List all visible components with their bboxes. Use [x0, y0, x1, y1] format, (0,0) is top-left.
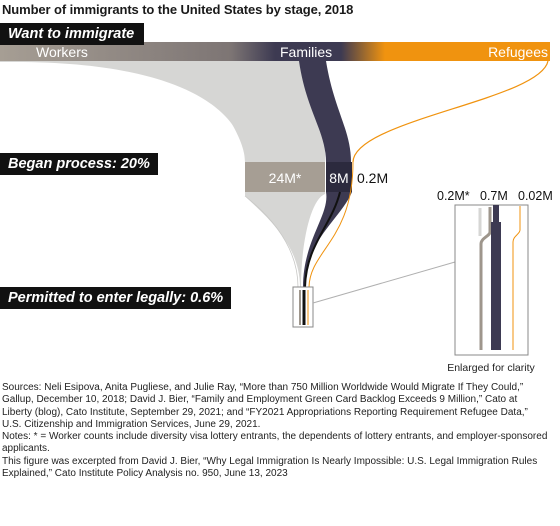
refugees-taper: [308, 161, 354, 288]
workers-label: Workers: [36, 44, 88, 60]
refugees-began-value: 0.2M: [357, 170, 388, 186]
source-notes: Sources: Neli Esipova, Anita Pugliese, a…: [2, 382, 550, 480]
workers-permitted-value: 0.2M*: [437, 189, 470, 203]
families-permitted-value: 0.7M: [480, 189, 508, 203]
workers-taper: [245, 192, 325, 287]
excerpt-note: This figure was excerpted from David J. …: [2, 455, 538, 480]
refugees-permitted-value: 0.02M: [518, 189, 553, 203]
sources-text: Sources: Neli Esipova, Anita Pugliese, a…: [2, 382, 528, 430]
figure-title: Number of immigrants to the United State…: [2, 2, 354, 17]
refugees-label: Refugees: [488, 44, 548, 60]
enlarged-refugees-line: [512, 206, 521, 350]
enlarged-caption: Enlarged for clarity: [447, 362, 535, 374]
stage-label-permitted: Permitted to enter legally: 0.6%: [0, 287, 232, 309]
workers-began-value: 24M*: [269, 170, 302, 186]
enlarged-families-line: [491, 222, 501, 350]
refugees-flow: [352, 60, 549, 163]
families-flow: [299, 61, 351, 162]
families-taper: [303, 192, 352, 287]
workers-began-block: [245, 162, 325, 192]
families-began-value: 8M: [329, 170, 348, 186]
sankey-diagram: Workers Families Refugees 24M* 8M 0.2M: [0, 42, 553, 356]
enlarge-connector: [312, 261, 456, 304]
stage-label-want: Want to immigrate: [0, 23, 144, 45]
families-began-block: [326, 162, 352, 192]
workers-flow-band: [0, 61, 325, 162]
want-bar: [0, 42, 550, 61]
families-label: Families: [280, 44, 332, 60]
enlarged-workers-line: [479, 207, 492, 350]
stage-label-began: Began process: 20%: [0, 153, 158, 175]
asterisk-note: Notes: * = Worker counts include diversi…: [2, 431, 548, 455]
